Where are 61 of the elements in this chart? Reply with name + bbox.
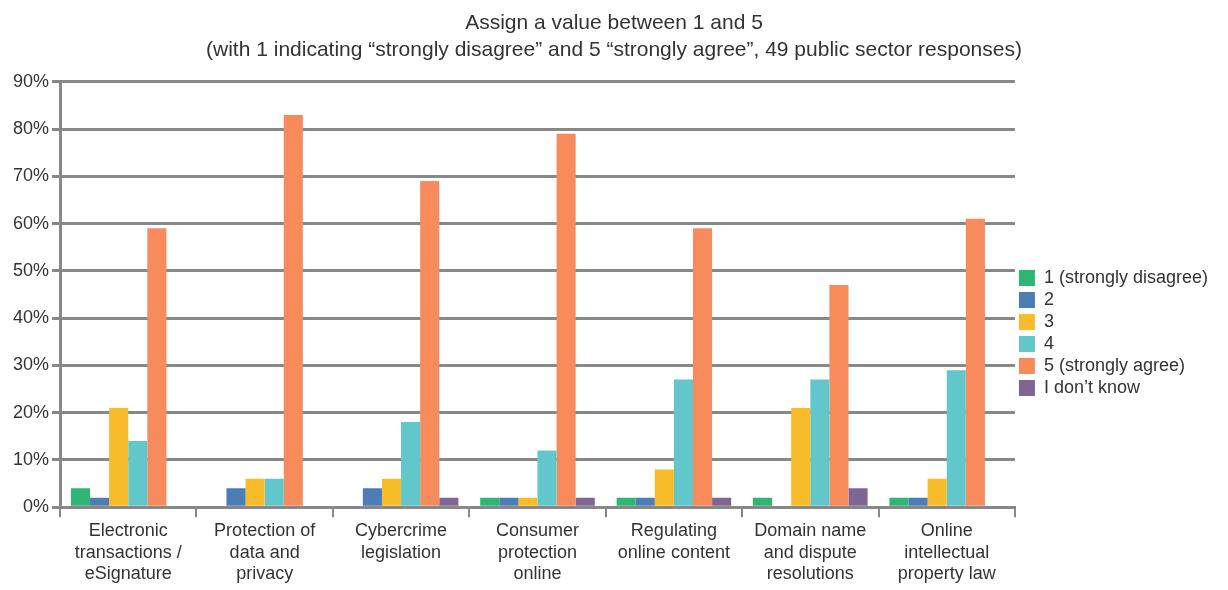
x-tick-label: Consumer protection online: [495, 519, 579, 584]
bar: [283, 114, 303, 506]
bar: [401, 422, 421, 506]
bar: [829, 285, 849, 506]
x-tick-label: Cybercrime legislation: [355, 519, 448, 562]
bar: [712, 497, 732, 506]
bar: [362, 488, 382, 506]
bar: [965, 218, 985, 506]
bar: [245, 478, 265, 506]
bar: [420, 181, 440, 506]
x-tick-label: Online intellectual property law: [897, 519, 997, 584]
y-tick-label: 50%: [13, 259, 50, 280]
bar: [908, 497, 928, 506]
chart-subtitle: (with 1 indicating “strongly disagree” and 5 “strongly agree”, 49 public sector responses): [205, 36, 1023, 62]
bar: [439, 497, 459, 506]
bar: [480, 497, 500, 506]
chart-title: Assign a value between 1 and 5: [464, 9, 764, 35]
y-tick-label: 10%: [13, 448, 50, 469]
x-tick-label: Electronic transactions / eSignature: [74, 519, 182, 584]
bar: [90, 497, 110, 506]
bar: [109, 407, 129, 506]
bar: [147, 228, 167, 506]
bar: [518, 497, 538, 506]
legend-label: 2: [1043, 288, 1054, 309]
legend-label: 3: [1043, 310, 1054, 331]
bar: [226, 488, 246, 506]
bar: [537, 450, 557, 506]
bar: [810, 379, 830, 506]
bar: [575, 497, 595, 506]
y-tick-label: 0%: [23, 496, 50, 517]
y-tick-label: 40%: [13, 307, 50, 328]
bar: [654, 469, 674, 506]
bar: [889, 497, 909, 506]
bar: [791, 407, 811, 506]
y-tick-label: 30%: [13, 354, 50, 375]
bar: [848, 488, 868, 506]
x-tick-label: Domain name and dispute resolutions: [754, 519, 867, 584]
legend-label: 1 (strongly disagree): [1043, 266, 1208, 287]
bar: [128, 441, 148, 506]
y-tick-label: 60%: [13, 212, 50, 233]
legend-label: 4: [1043, 332, 1054, 353]
bar: [264, 478, 284, 506]
bar: [673, 379, 693, 506]
bar: [946, 370, 966, 506]
bar: [499, 497, 519, 506]
bar: [927, 478, 947, 506]
bar: [616, 497, 636, 506]
x-tick-label: Regulating online content: [617, 519, 730, 562]
bar: [692, 228, 713, 506]
legend-label: 5 (strongly agree): [1043, 354, 1185, 375]
y-tick-label: 80%: [13, 118, 50, 139]
bar: [381, 478, 402, 506]
x-tick-label: Protection of data and privacy: [214, 519, 317, 584]
bar: [70, 488, 91, 506]
bar: [753, 497, 773, 506]
y-tick-label: 20%: [13, 401, 50, 422]
y-tick-label: 70%: [13, 165, 50, 186]
y-tick-label: 90%: [13, 70, 50, 91]
bar: [556, 133, 576, 506]
bar: [635, 497, 655, 506]
legend-label: I don’t know: [1043, 376, 1141, 397]
